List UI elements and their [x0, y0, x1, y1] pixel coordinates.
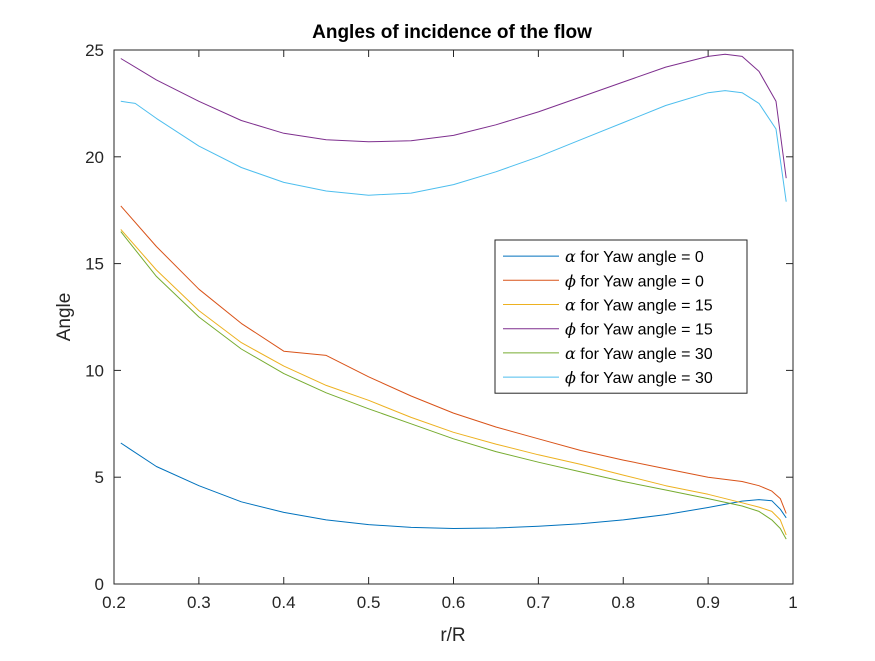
legend-entry-label: for Yaw angle = 15 — [576, 298, 713, 315]
x-tick-label: 1 — [788, 593, 797, 612]
x-tick-label: 0.9 — [696, 593, 720, 612]
series-line-1 — [120, 205, 787, 514]
series-line-0 — [120, 442, 787, 529]
x-axis-label: r/R — [440, 625, 465, 646]
legend-entry-2: α for Yaw angle = 15 — [565, 296, 713, 315]
legend-entry-symbol: ϕ — [565, 320, 576, 339]
x-tick-label: 0.7 — [527, 593, 551, 612]
y-tick-label: 10 — [85, 361, 104, 380]
legend-entry-symbol: α — [565, 296, 576, 315]
legend-entry-label: for Yaw angle = 0 — [576, 273, 704, 290]
series-line-2 — [120, 229, 787, 536]
legend-box — [494, 239, 748, 394]
x-tick-label: 0.4 — [272, 593, 296, 612]
legend-entry-1: ϕ for Yaw angle = 0 — [565, 271, 704, 290]
legend-entry-label: for Yaw angle = 30 — [576, 370, 713, 387]
y-tick-label: 25 — [85, 41, 104, 60]
x-tick-label: 0.8 — [611, 593, 635, 612]
x-tick-label: 0.5 — [357, 593, 381, 612]
x-tick-label: 0.6 — [442, 593, 466, 612]
x-tick-label: 0.2 — [102, 593, 126, 612]
legend-entry-symbol: α — [565, 247, 576, 266]
legend-entry-symbol: ϕ — [565, 271, 576, 290]
legend-entry-0: α for Yaw angle = 0 — [565, 247, 704, 266]
x-tick-label: 0.3 — [187, 593, 211, 612]
legend-entry-4: α for Yaw angle = 30 — [565, 344, 713, 363]
series-line-5 — [120, 90, 787, 202]
legend-entry-label: for Yaw angle = 30 — [576, 346, 713, 363]
legend-entry-label: for Yaw angle = 15 — [576, 322, 713, 339]
chart-title: Angles of incidence of the flow — [312, 22, 592, 43]
legend-entry-3: ϕ for Yaw angle = 15 — [565, 320, 713, 339]
series-line-4 — [120, 231, 787, 540]
legend-entry-symbol: α — [565, 344, 576, 363]
y-tick-label: 5 — [95, 468, 104, 487]
y-tick-label: 20 — [85, 148, 104, 167]
y-tick-label: 0 — [95, 575, 104, 594]
legend-entry-symbol: ϕ — [565, 368, 576, 387]
legend-entry-label: for Yaw angle = 0 — [576, 249, 704, 266]
y-tick-label: 15 — [85, 255, 104, 274]
series-line-3 — [120, 53, 787, 179]
y-axis-label: Angle — [54, 293, 75, 342]
legend-entry-5: ϕ for Yaw angle = 30 — [565, 368, 713, 387]
legend: α for Yaw angle = 0ϕ for Yaw angle = 0α … — [494, 239, 748, 394]
